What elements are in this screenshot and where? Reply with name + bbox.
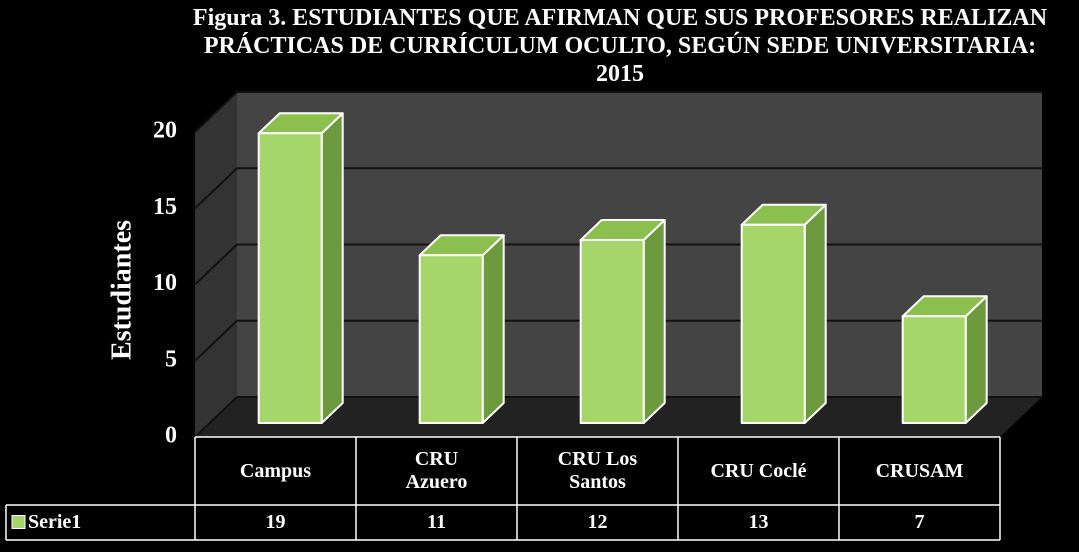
grid-line [194, 167, 1042, 209]
bar-side [803, 203, 827, 424]
table-value: 13 [748, 511, 769, 533]
bar-side [320, 112, 344, 424]
y-tick-label: 5 [165, 346, 177, 372]
table-value: 7 [914, 511, 925, 533]
bar-side [964, 295, 988, 424]
bar [901, 315, 967, 424]
x-tick-label: CRU Los Santos [557, 448, 638, 493]
y-tick-label: 15 [153, 194, 177, 220]
x-tick-label: CRU Coclé [710, 459, 807, 482]
y-tick-label: 20 [153, 118, 177, 144]
x-tick-label: CRU Azuero [405, 448, 468, 493]
legend-swatch [11, 515, 26, 529]
y-axis-label: Estudiantes [106, 220, 137, 360]
bar [579, 239, 645, 424]
legend-label: Serie1 [28, 511, 82, 533]
bar-side [481, 234, 505, 424]
chart-title: Figura 3. ESTUDIANTES QUE AFIRMAN QUE SU… [192, 5, 1048, 87]
table-value: 19 [265, 511, 286, 533]
x-tick-label: CRUSAM [875, 459, 964, 482]
table-value: 12 [587, 511, 608, 533]
bar [740, 223, 806, 424]
y-tick-label: 10 [153, 270, 177, 296]
grid-line [194, 91, 1042, 133]
bar [418, 254, 484, 424]
x-tick-label: Campus [239, 459, 312, 482]
table-value: 11 [427, 511, 446, 533]
bar [257, 132, 323, 424]
bar-side [642, 219, 666, 424]
y-tick-label: 0 [165, 423, 177, 449]
